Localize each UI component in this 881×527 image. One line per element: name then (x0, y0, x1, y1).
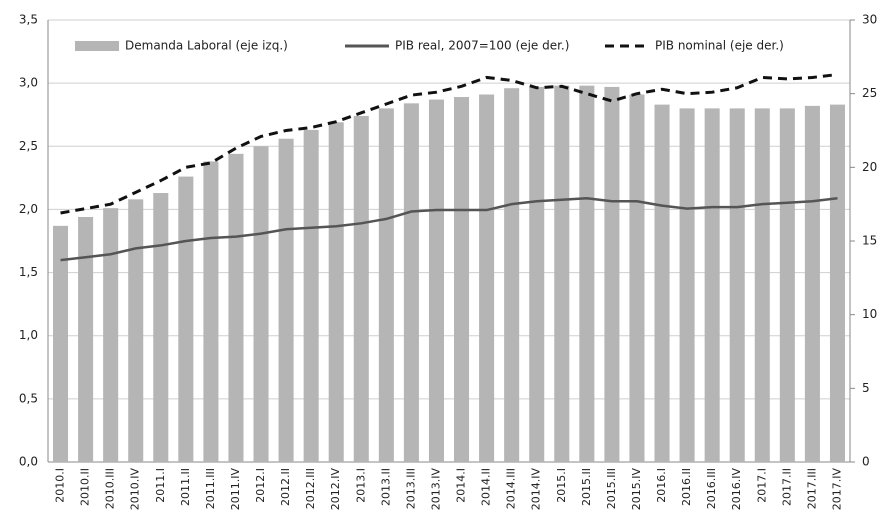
bar (629, 94, 645, 462)
y-tick-label: 3,0 (19, 76, 38, 90)
legend-label: PIB nominal (eje der.) (655, 39, 784, 53)
bar (128, 199, 144, 462)
legend-label: PIB real, 2007=100 (eje der.) (395, 39, 569, 53)
x-tick-label: 2016.I (655, 468, 668, 503)
bar (804, 105, 820, 463)
bar (428, 99, 444, 462)
x-tick-label: 2014.III (505, 468, 518, 509)
y-tick-label: 1,5 (19, 265, 38, 279)
bar (704, 108, 720, 463)
bar (78, 217, 94, 462)
bar (103, 208, 119, 462)
x-tick-label: 2013.III (404, 468, 417, 509)
x-tick-label: 2016.II (680, 468, 693, 506)
bar (53, 225, 69, 462)
bar (754, 108, 770, 463)
bar (579, 85, 595, 462)
x-tick-label: 2012.III (304, 468, 317, 509)
x-tick-label: 2012.I (254, 468, 267, 503)
x-tick-label: 2017.IV (830, 468, 843, 511)
y2-tick-label: 5 (862, 381, 870, 395)
x-tick-label: 2011.II (179, 468, 192, 506)
bar (604, 86, 620, 462)
bar (829, 104, 845, 463)
x-tick-label: 2015.II (580, 468, 593, 506)
y2-tick-label: 30 (862, 13, 877, 27)
y-tick-label: 2,0 (19, 202, 38, 216)
bar (278, 138, 294, 463)
y2-tick-label: 20 (862, 160, 877, 174)
x-tick-label: 2011.IV (229, 468, 242, 511)
x-tick-label: 2015.III (605, 468, 618, 509)
bar (554, 85, 570, 462)
x-tick-label: 2011.III (204, 468, 217, 509)
bar (228, 153, 244, 462)
bar (303, 129, 319, 462)
bar (654, 104, 670, 463)
y-tick-label: 0,5 (19, 391, 38, 405)
bar (504, 88, 520, 463)
x-tick-label: 2013.II (379, 468, 392, 506)
x-tick-label: 2011.I (154, 468, 167, 503)
bar (153, 193, 169, 463)
bar (779, 108, 795, 463)
bar (529, 86, 545, 462)
y2-tick-label: 15 (862, 234, 877, 248)
y-tick-label: 2,5 (19, 139, 38, 153)
x-tick-label: 2010.I (54, 468, 67, 503)
bar (378, 108, 394, 463)
y2-tick-label: 25 (862, 86, 877, 100)
legend-label: Demanda Laboral (eje izq.) (125, 39, 288, 53)
x-tick-label: 2017.III (805, 468, 818, 509)
legend-swatch (75, 41, 119, 51)
x-tick-label: 2017.I (755, 468, 768, 503)
x-tick-label: 2010.III (104, 468, 117, 509)
x-tick-label: 2013.I (354, 468, 367, 503)
x-tick-label: 2014.IV (530, 468, 543, 511)
x-tick-label: 2014.I (455, 468, 468, 503)
x-tick-label: 2012.II (279, 468, 292, 506)
x-tick-label: 2010.IV (129, 468, 142, 511)
bar (328, 122, 344, 462)
bar (729, 108, 745, 463)
y2-tick-label: 0 (862, 455, 870, 469)
bar (203, 161, 219, 462)
bar (679, 108, 695, 463)
x-tick-label: 2017.II (780, 468, 793, 506)
bar (454, 97, 470, 462)
x-tick-label: 2016.IV (730, 468, 743, 511)
line-series (60, 197, 838, 262)
x-tick-label: 2015.I (555, 468, 568, 503)
line-series (60, 73, 838, 215)
bar (253, 146, 269, 463)
x-tick-label: 2016.III (705, 468, 718, 509)
bar (178, 176, 194, 462)
x-tick-label: 2012.IV (329, 468, 342, 511)
y2-tick-label: 10 (862, 307, 877, 321)
y-tick-label: 1,0 (19, 328, 38, 342)
x-tick-label: 2010.II (79, 468, 92, 506)
x-tick-label: 2014.II (480, 468, 493, 506)
y-tick-label: 0,0 (19, 455, 38, 469)
bar (479, 94, 495, 462)
bar (353, 115, 369, 462)
x-tick-label: 2013.IV (429, 468, 442, 511)
y-tick-label: 3,5 (19, 13, 38, 27)
bar (403, 103, 419, 462)
x-tick-label: 2015.IV (630, 468, 643, 511)
legend-box (68, 33, 838, 59)
